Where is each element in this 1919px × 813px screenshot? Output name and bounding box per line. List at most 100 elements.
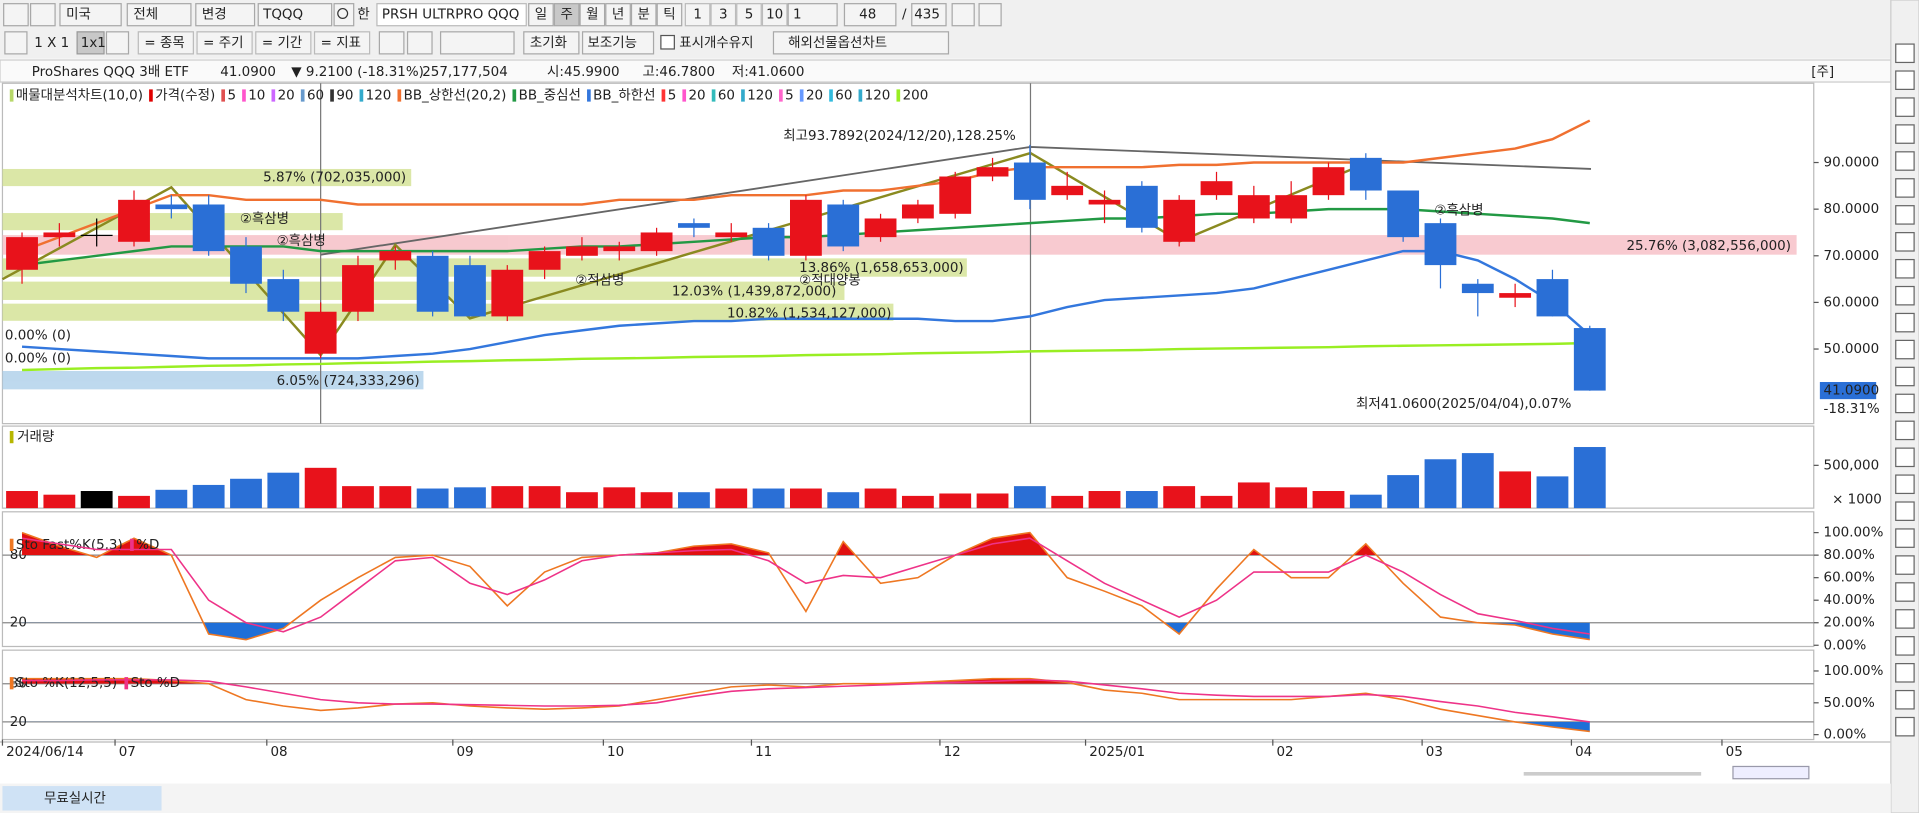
legend-marker (779, 89, 783, 102)
candle-body (1536, 279, 1569, 317)
legend-marker (858, 89, 863, 102)
chart-type-select[interactable] (772, 31, 950, 55)
period-button[interactable] (630, 3, 657, 27)
footer-tab[interactable] (2, 786, 162, 811)
period-button[interactable] (528, 3, 554, 27)
tool-icon[interactable] (1895, 178, 1915, 198)
y-tick-label: 60.0000 (1824, 295, 1880, 310)
period-button[interactable] (579, 3, 606, 27)
candle-body (976, 167, 1009, 177)
unit-button[interactable] (736, 3, 762, 27)
tool-icon[interactable] (1895, 205, 1915, 225)
period-button[interactable] (605, 3, 631, 27)
volume-bar (976, 493, 1009, 509)
play-controls[interactable] (439, 31, 515, 55)
tool-icon[interactable] (1895, 285, 1915, 306)
legend-label: 120 (865, 89, 891, 104)
grid-button[interactable] (4, 31, 28, 55)
annotation: 13.86% (1,658,653,000) (799, 261, 963, 276)
unit-label: 3 (719, 8, 728, 23)
lang: 한 (357, 7, 369, 23)
unit-button[interactable] (761, 3, 788, 27)
volume-bar (901, 495, 934, 509)
unit-button[interactable] (710, 3, 737, 27)
keep-checkbox[interactable] (660, 34, 675, 50)
tool-icon[interactable] (1895, 689, 1915, 710)
last-change: -18.31% (1824, 402, 1880, 417)
x-tick-label: 2024/06/14 (6, 745, 84, 760)
x-tick-label: 07 (119, 745, 136, 760)
toolbar-button-label: = 지표 (321, 35, 361, 51)
candle-body (715, 232, 748, 238)
change-select[interactable] (195, 3, 256, 27)
y-tick-label: 500,000 (1824, 458, 1880, 473)
y-tick-label: 50.00% (1824, 696, 1876, 711)
tool-icon[interactable] (1895, 528, 1915, 548)
toolbar-button[interactable] (137, 31, 194, 55)
tool-icon[interactable] (1895, 151, 1915, 171)
volume-bar (1573, 447, 1606, 509)
visible-input[interactable] (843, 3, 897, 27)
legend-marker (221, 89, 226, 102)
panel-marker (9, 430, 14, 444)
tool-icon[interactable] (1895, 124, 1915, 144)
tool-icon[interactable] (1895, 70, 1915, 90)
tool-icon[interactable] (1895, 716, 1915, 737)
tool-icon[interactable] (1895, 232, 1915, 252)
tool-icon[interactable] (1895, 97, 1915, 117)
candle-body (678, 223, 710, 228)
tool-icon[interactable] (1895, 43, 1915, 64)
tool-icon[interactable] (1895, 393, 1915, 414)
legend-marker (242, 89, 246, 102)
candle-body (939, 176, 972, 214)
y-tick-label: 80.00% (1824, 548, 1876, 563)
reference-label: 20 (10, 616, 27, 631)
tool-icon[interactable] (1895, 339, 1915, 360)
toolbar-button[interactable] (196, 31, 253, 55)
candle-body (43, 232, 76, 238)
tool-icon[interactable] (1895, 663, 1915, 683)
aux-button[interactable] (581, 31, 655, 55)
toolbar-button[interactable] (313, 31, 371, 55)
symbol-input[interactable] (257, 3, 333, 27)
market-select[interactable] (59, 3, 122, 27)
tool-icon[interactable] (1895, 312, 1915, 333)
save-button[interactable] (978, 3, 1002, 27)
search-button[interactable] (333, 3, 355, 27)
scope-select[interactable] (126, 3, 192, 27)
tool-icon[interactable] (1895, 609, 1915, 629)
symbol-name-box (376, 3, 527, 27)
symbol-name: PRSH ULTRPRO QQQ (382, 8, 520, 23)
table-button[interactable] (105, 31, 130, 55)
period-button[interactable] (553, 3, 580, 27)
add-button[interactable] (951, 3, 975, 27)
keep: 표시개수유지 (679, 35, 753, 51)
move-button[interactable] (378, 31, 405, 55)
up-button[interactable] (29, 3, 56, 27)
unit-button[interactable] (684, 3, 711, 27)
tool-icon[interactable] (1895, 420, 1915, 441)
tool-icon[interactable] (1895, 636, 1915, 656)
won-button[interactable] (406, 31, 433, 55)
tool-icon[interactable] (1895, 474, 1915, 495)
tool-icon[interactable] (1895, 582, 1915, 602)
zoom-slider[interactable] (1732, 765, 1810, 780)
symbol: TQQQ (262, 8, 303, 23)
period-button[interactable] (656, 3, 683, 27)
tool-icon[interactable] (1895, 447, 1915, 468)
annotation: 25.76% (3,082,556,000) (1626, 239, 1790, 254)
tool-icon[interactable] (1895, 366, 1915, 387)
reset-button[interactable] (523, 31, 580, 55)
tool-icon[interactable] (1895, 258, 1915, 279)
legend-label: 20 (806, 89, 823, 104)
tool-icon[interactable] (1895, 555, 1915, 575)
layout-button[interactable] (76, 31, 105, 55)
tool-icon[interactable] (1895, 501, 1915, 521)
volume-bar (566, 492, 598, 509)
count-input[interactable] (787, 3, 838, 27)
menu-button[interactable] (3, 3, 29, 27)
period-label: 주 (560, 8, 572, 23)
profile-band (2, 370, 424, 390)
total: 435 (914, 8, 940, 23)
toolbar-button[interactable] (255, 31, 312, 55)
